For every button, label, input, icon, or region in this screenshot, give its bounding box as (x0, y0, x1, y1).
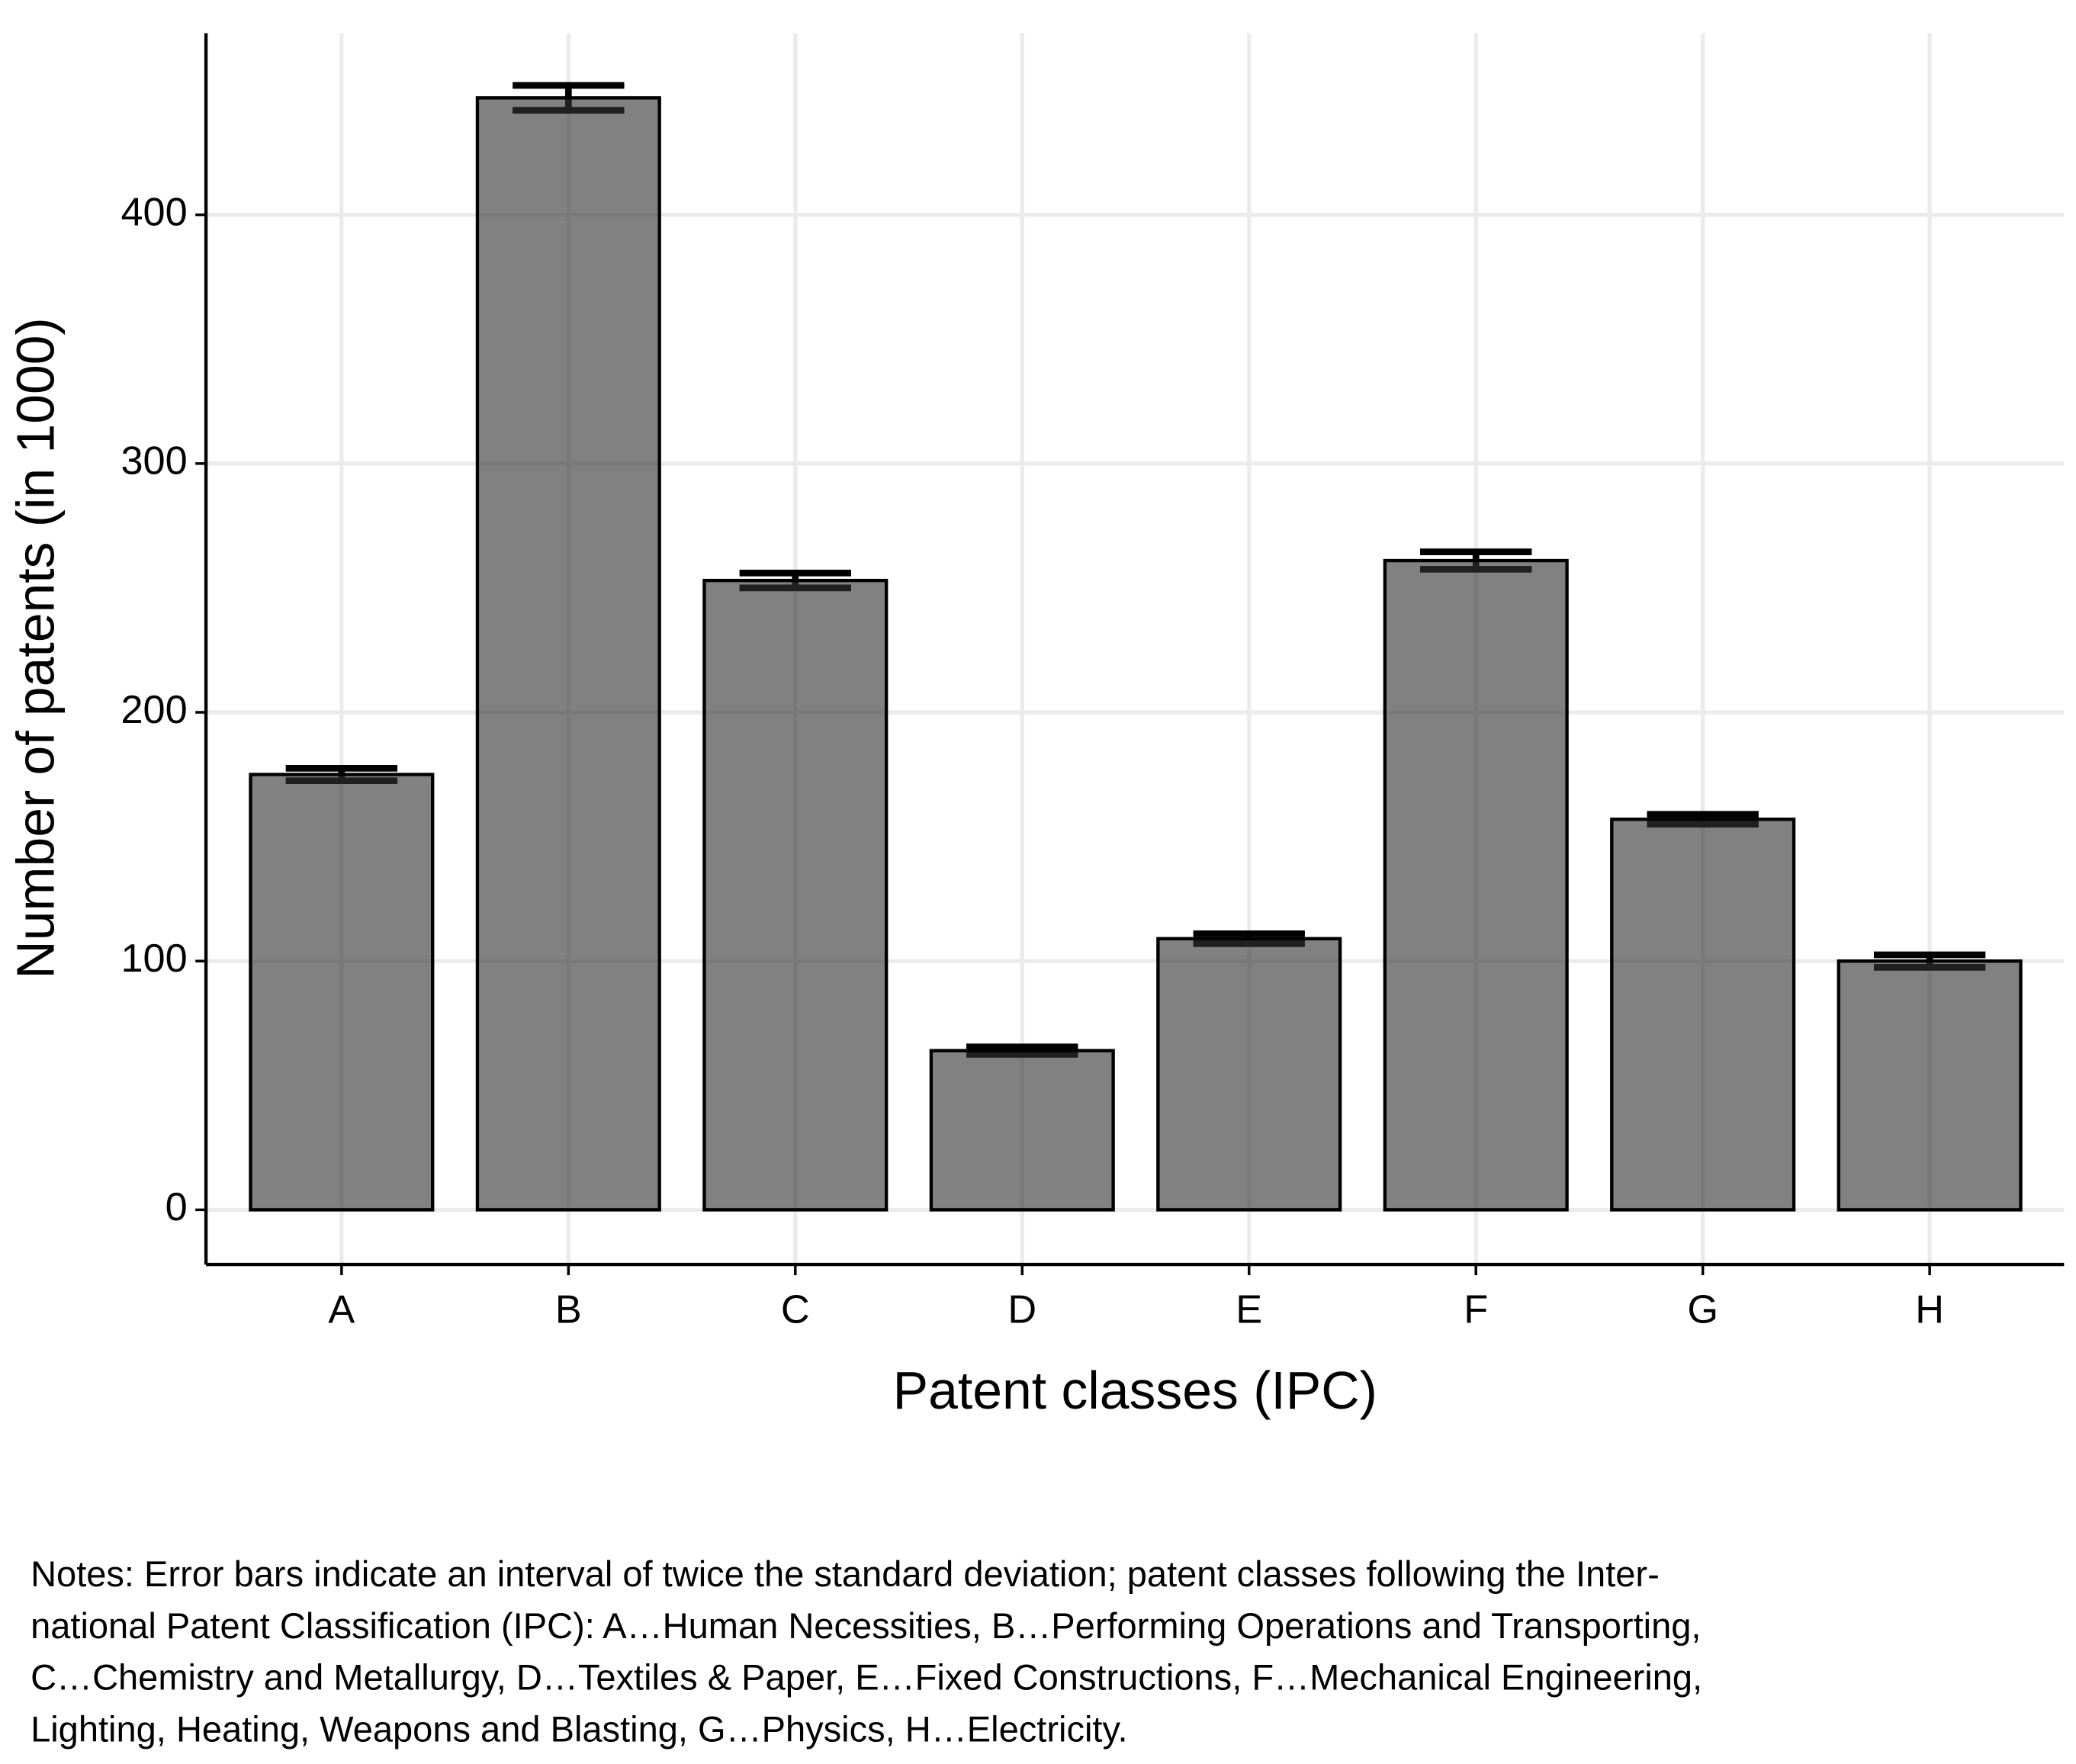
y-tick-label: 0 (166, 1185, 188, 1229)
note-line: C…Chemistry and Metallurgy, D…Textiles &… (31, 1657, 1702, 1698)
note-line: national Patent Classification (IPC): A…… (31, 1605, 1701, 1646)
x-tick-label: C (781, 1288, 810, 1332)
bar (1837, 959, 2023, 1212)
y-axis-title: Number of patents (in 1000) (6, 317, 66, 978)
x-tick-label: G (1687, 1288, 1718, 1332)
y-tick-label: 300 (121, 439, 188, 484)
y-tick-label: 400 (121, 190, 188, 234)
x-tick-label: E (1236, 1288, 1262, 1332)
note-line: Lighting, Heating, Weapons and Blasting,… (31, 1709, 1127, 1750)
bar (1156, 937, 1342, 1212)
bar (475, 96, 661, 1212)
x-tick-label: H (1915, 1288, 1944, 1332)
note-line: Notes: Error bars indicate an interval o… (31, 1554, 1660, 1594)
x-tick-label: B (555, 1288, 582, 1332)
y-tick-label: 200 (121, 688, 188, 732)
y-tick-label: 100 (121, 937, 188, 981)
x-tick-label: D (1007, 1288, 1036, 1332)
bar (702, 578, 889, 1212)
bar (249, 773, 435, 1212)
x-tick-label: A (328, 1288, 355, 1332)
bar (1610, 818, 1796, 1212)
x-axis-title: Patent classes (IPC) (893, 1361, 1377, 1420)
x-tick-label: F (1464, 1288, 1488, 1332)
bar (1383, 558, 1569, 1212)
bar (929, 1049, 1115, 1212)
